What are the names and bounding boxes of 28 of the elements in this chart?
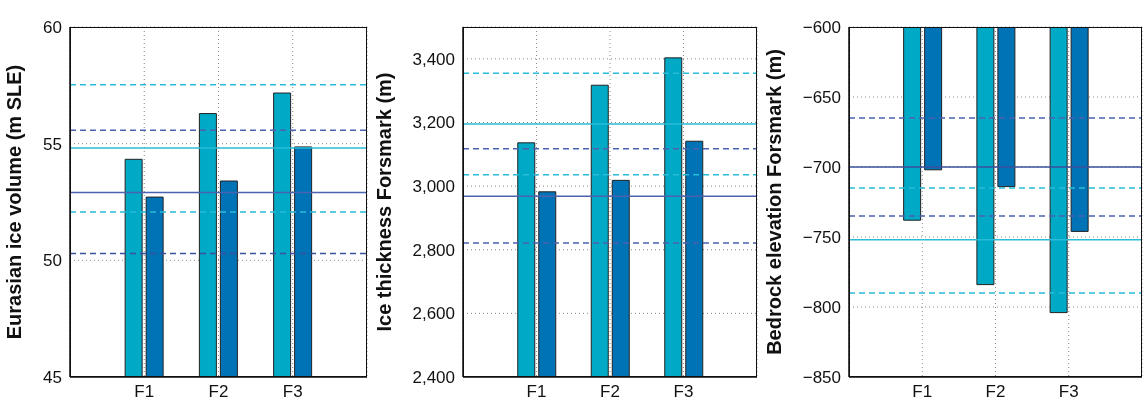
y-axis-title: Bedrock elevation Forsmark (m) bbox=[763, 49, 786, 355]
y-tick-label: −650 bbox=[802, 88, 841, 108]
y-tick-label: 3,000 bbox=[412, 177, 455, 197]
x-tick-label: F2 bbox=[985, 382, 1006, 401]
y-tick-label: 3,200 bbox=[412, 113, 455, 133]
y-tick-label: 2,600 bbox=[412, 304, 455, 324]
x-tick-label: F1 bbox=[526, 382, 547, 401]
y-tick-label: 45 bbox=[43, 368, 62, 388]
x-tick-label: F1 bbox=[134, 382, 155, 401]
x-tick-label: F1 bbox=[912, 382, 933, 401]
x-tick-label: F3 bbox=[1058, 382, 1079, 401]
y-axis-title: Ice thickness Forsmark (m) bbox=[373, 72, 396, 332]
y-tick-label: 2,400 bbox=[412, 368, 455, 388]
y-tick-label: −700 bbox=[802, 158, 841, 178]
y-tick-label: −600 bbox=[802, 18, 841, 38]
x-tick-label: F3 bbox=[282, 382, 303, 401]
y-tick-label: 2,800 bbox=[412, 240, 455, 260]
y-tick-label: −800 bbox=[802, 298, 841, 318]
y-tick-label: 3,400 bbox=[412, 49, 455, 69]
x-tick-label: F2 bbox=[600, 382, 620, 401]
y-axis-title: Eurasian ice volume (m SLE) bbox=[3, 64, 26, 340]
x-tick-label: F2 bbox=[208, 382, 229, 401]
y-tick-label: 55 bbox=[43, 134, 62, 154]
y-tick-label: 60 bbox=[43, 18, 62, 38]
y-tick-label: −850 bbox=[802, 368, 841, 388]
y-tick-label: −750 bbox=[802, 228, 841, 248]
y-tick-label: 50 bbox=[43, 251, 62, 271]
x-tick-label: F3 bbox=[673, 382, 694, 401]
